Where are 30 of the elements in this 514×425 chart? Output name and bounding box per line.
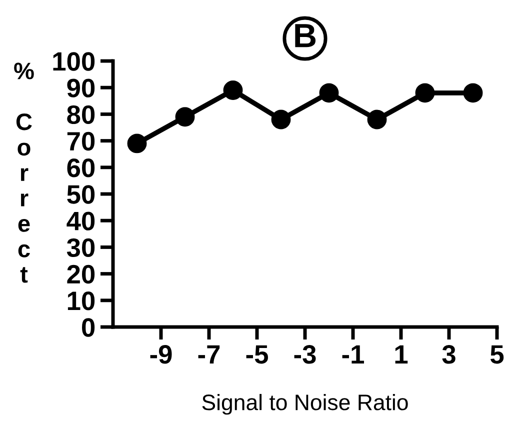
x-tick-label: -9 xyxy=(150,345,172,364)
x-tick-label: -7 xyxy=(198,345,220,364)
y-tick-label: 20 xyxy=(67,264,95,284)
x-axis-title: Signal to Noise Ratio xyxy=(202,394,408,415)
x-tick-label: -5 xyxy=(246,345,268,364)
y-tick-label: 70 xyxy=(67,132,95,151)
point xyxy=(319,83,339,103)
y-tick-label: 90 xyxy=(67,78,95,98)
point xyxy=(367,110,387,130)
x-tick-label: 1 xyxy=(395,345,408,364)
point xyxy=(223,80,243,100)
point xyxy=(175,107,195,127)
y-tick-label: 80 xyxy=(67,105,95,124)
y-tick-label: 40 xyxy=(66,212,95,230)
point xyxy=(415,83,435,103)
y-tick-label: 100 xyxy=(53,52,95,71)
y-tick-label: 30 xyxy=(66,238,95,258)
point xyxy=(127,134,147,154)
y-tick-label: 10 xyxy=(68,292,95,310)
chart-title: B xyxy=(295,24,316,48)
x-tick-label: 3 xyxy=(442,345,456,364)
x-tick-label: -3 xyxy=(294,345,316,364)
y-tick-label: 60 xyxy=(67,158,95,178)
text: % Correct xyxy=(14,62,34,283)
point xyxy=(463,83,483,103)
point xyxy=(271,110,291,130)
y-tick-label: 0 xyxy=(82,318,95,337)
x-tick-label: 5 xyxy=(490,345,504,364)
y-tick-label: 50 xyxy=(67,185,95,204)
x-tick-label: -1 xyxy=(342,345,364,364)
